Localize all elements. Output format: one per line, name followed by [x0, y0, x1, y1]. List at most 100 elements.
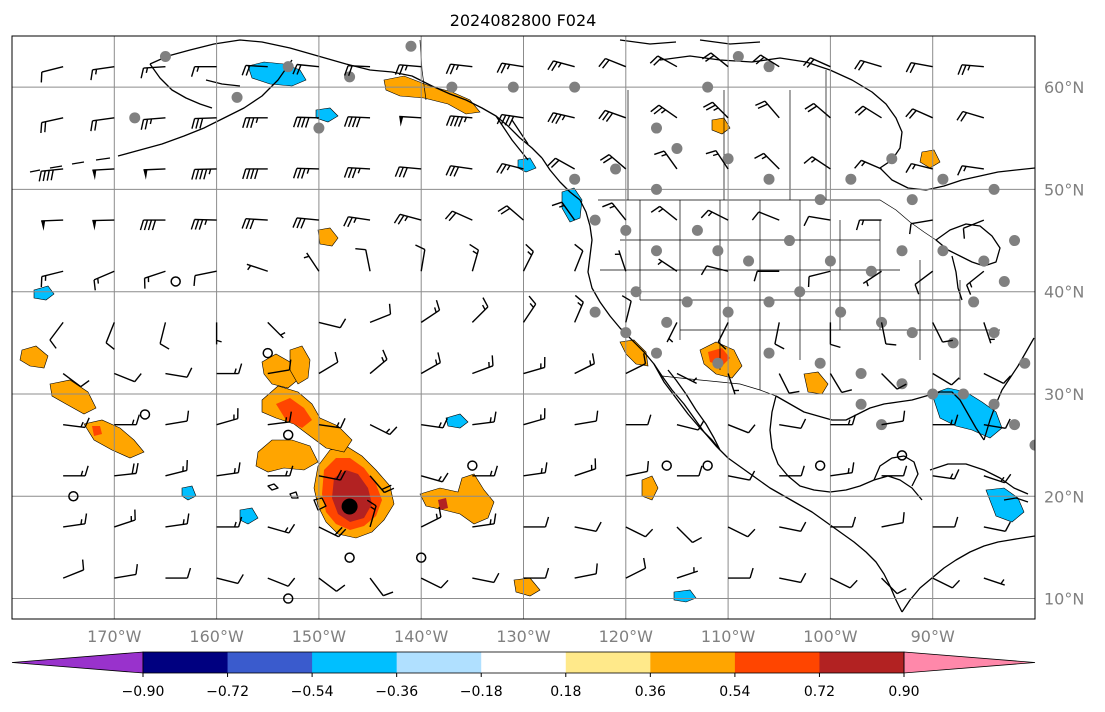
neg-pac2-blue: [33, 285, 55, 301]
station-dot: [824, 255, 836, 267]
wind-barb: [551, 201, 576, 221]
lon-tick-label: 140°W: [394, 627, 449, 646]
wind-barb: [140, 117, 166, 130]
station-dot: [835, 306, 847, 318]
lon-tick-label: 170°W: [87, 627, 142, 646]
wind-barb: [139, 219, 166, 231]
neg-pac3-blue: [315, 107, 339, 123]
hudson-bay: [879, 167, 1035, 191]
wind-barb: [420, 577, 449, 589]
station-dot: [712, 245, 724, 257]
colorbar-bin: [819, 652, 905, 673]
wind-barb: [598, 57, 627, 69]
station-dot: [129, 112, 141, 124]
wind-barb: [905, 62, 933, 74]
station-dot: [722, 306, 734, 318]
station-dot: [814, 357, 826, 369]
wind-barb: [703, 101, 729, 119]
wind-barb: [666, 322, 678, 343]
wind-barb: [881, 410, 906, 426]
wind-barb: [803, 215, 831, 227]
wind-barb: [190, 218, 217, 230]
wind-barb: [216, 574, 244, 585]
station-dot: [732, 50, 744, 62]
cuba: [929, 463, 1029, 495]
wind-barb: [880, 322, 897, 346]
station-dot: [814, 194, 826, 206]
cell-hudson-orange: [919, 149, 941, 169]
wind-barb: [727, 470, 756, 481]
wind-barb: [932, 469, 960, 480]
station-dot: [978, 255, 990, 267]
wind-barb: [114, 414, 140, 426]
station-dot: [1019, 357, 1031, 369]
wind-barb: [523, 462, 548, 477]
calm-circle: [415, 552, 427, 563]
wind-barb: [983, 372, 1012, 384]
wind-barb: [574, 243, 584, 272]
wind-barb: [983, 577, 1005, 586]
wind-barb: [881, 373, 907, 390]
wind-barb: [701, 52, 729, 68]
wind-barb: [625, 414, 652, 426]
wind-barb: [241, 64, 268, 76]
neg-bc-blue: [561, 187, 583, 223]
state-lines-2: [639, 200, 961, 390]
baja: [653, 363, 721, 451]
wind-barbs: [38, 52, 1012, 597]
colorbar-tick-label: 0.54: [719, 684, 750, 700]
aleutians: [29, 157, 111, 173]
wind-barb: [803, 156, 831, 170]
wind-barb: [598, 109, 627, 122]
wind-barb: [472, 411, 497, 426]
wind-barb: [778, 373, 800, 394]
wind-barb: [472, 572, 500, 584]
wind-barb: [62, 372, 90, 388]
wind-barb: [471, 297, 489, 323]
station-dot: [620, 327, 632, 339]
lat-tick-label: 40°N: [1044, 283, 1084, 302]
colorbar-tick-label: 0.72: [804, 684, 835, 700]
station-dot: [681, 296, 693, 308]
wind-barb: [774, 322, 785, 350]
wind-barb: [676, 420, 705, 431]
wind-barb: [40, 66, 64, 83]
wind-barb: [830, 577, 858, 589]
wind-barb: [40, 270, 64, 288]
lat-tick-label: 10°N: [1044, 590, 1084, 609]
station-dot: [968, 296, 980, 308]
wind-barb: [242, 117, 268, 129]
colorbar-bin: [734, 652, 820, 673]
wind-barb: [957, 165, 984, 176]
wind-barb: [956, 110, 985, 122]
wind-barb: [962, 219, 985, 239]
wind-barb: [625, 353, 647, 375]
station-dot: [691, 224, 703, 236]
colorbar-tick-label: 0.36: [635, 684, 666, 700]
canada-north: [659, 55, 903, 169]
wind-barb: [905, 108, 933, 119]
wind-barb: [318, 526, 347, 538]
station-dot: [313, 122, 325, 134]
wind-barb: [676, 526, 703, 544]
wind-barb: [165, 567, 192, 579]
calm-circle: [661, 460, 672, 471]
wind-barb: [802, 57, 831, 68]
wind-barb: [497, 205, 524, 221]
storm-center-marker: [341, 498, 358, 515]
cell-east-orange: [419, 473, 495, 525]
wind-barb: [957, 64, 984, 76]
wind-barb: [523, 567, 550, 579]
wind-barb: [445, 63, 473, 75]
station-dot: [569, 81, 581, 93]
wind-barb: [908, 219, 933, 235]
wind-barb: [267, 465, 294, 477]
wind-barb: [755, 100, 780, 119]
station-dot: [998, 275, 1010, 287]
gridlines: [12, 36, 1035, 619]
wind-barb: [983, 521, 1011, 532]
neg-pac1-blue: [445, 413, 469, 429]
station-dot: [865, 265, 877, 277]
cell-west1-orange: [49, 379, 97, 415]
wind-barb: [621, 295, 632, 323]
